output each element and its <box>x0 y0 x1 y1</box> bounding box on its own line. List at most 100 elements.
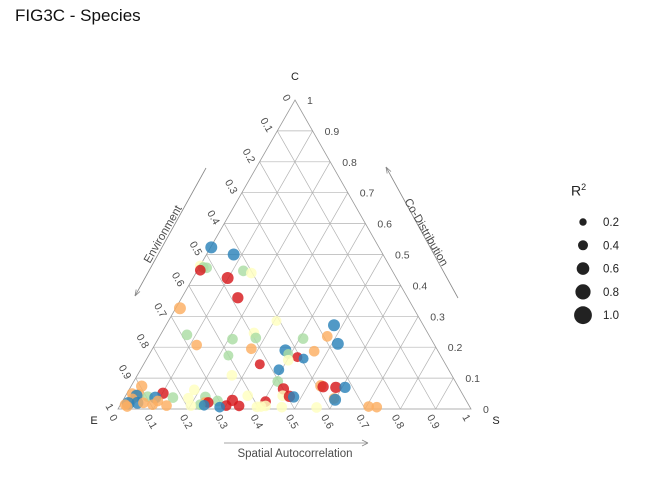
legend-title-base: R <box>571 182 582 199</box>
axis-arrows <box>134 166 459 447</box>
legend-size-label: 0.6 <box>603 264 619 276</box>
legend-size-key <box>578 240 588 251</box>
legend-size-label: 0.8 <box>603 287 619 299</box>
grid-line-e <box>276 130 437 410</box>
tick-label-left: 0 <box>279 92 292 103</box>
data-point <box>232 292 244 304</box>
tick-label-right: 0.6 <box>377 219 392 231</box>
data-point <box>371 401 383 413</box>
data-point <box>328 319 340 332</box>
tick-label-bottom: 0.6 <box>318 413 336 432</box>
data-point <box>339 381 351 394</box>
data-point <box>271 315 282 326</box>
data-point <box>221 272 234 284</box>
data-point <box>273 364 285 376</box>
tick-label-right: 1 <box>307 95 313 107</box>
tick-label-right: 0.5 <box>395 250 410 262</box>
tick-label-bottom: 0.7 <box>354 413 372 432</box>
data-point <box>250 332 262 344</box>
tick-label-left: 1 <box>102 401 115 412</box>
ternary-outline <box>117 99 472 410</box>
data-point <box>194 264 206 276</box>
tick-label-left: 0.5 <box>187 239 205 258</box>
tick-label-right: 0.9 <box>325 126 340 138</box>
legend-size-key <box>579 218 587 226</box>
tick-label-right: 0.2 <box>448 342 463 354</box>
tick-label-bottom: 0 <box>106 413 119 424</box>
data-point <box>233 400 245 412</box>
axis-label-environment: Environment <box>142 203 185 266</box>
data-point <box>254 359 265 370</box>
data-point <box>223 350 234 361</box>
vertex-label-c: C <box>291 71 299 83</box>
data-point <box>317 381 329 393</box>
legend-size-key <box>576 262 590 275</box>
data-point <box>138 397 149 409</box>
data-point <box>191 339 202 351</box>
arrowhead-environment <box>134 289 141 297</box>
arrow-environment <box>134 167 207 297</box>
grid-line-e <box>241 192 366 410</box>
arrowhead-spatial-autocorrelation <box>361 439 369 447</box>
tick-label-bottom: 0.2 <box>177 413 195 432</box>
data-point <box>298 353 309 364</box>
data-point <box>329 393 342 406</box>
data-point <box>331 337 344 350</box>
vertex-label-e: E <box>90 415 97 427</box>
data-point <box>147 399 158 410</box>
triangle-border <box>117 99 472 410</box>
data-point <box>311 402 322 413</box>
data-point <box>297 333 309 344</box>
chart-title: FIG3C - Species <box>15 6 141 25</box>
data-point <box>227 333 238 345</box>
grid-line-e <box>170 316 225 410</box>
legend-size-label: 1.0 <box>603 310 619 322</box>
vertex-label-s: S <box>492 415 499 427</box>
tick-label-right: 0 <box>483 404 489 416</box>
legend-title: R2 <box>571 182 586 199</box>
data-point <box>308 345 320 357</box>
size-legend: 0.2 0.4 0.6 0.8 1.0 <box>574 217 620 325</box>
tick-label-right: 0.3 <box>430 311 445 323</box>
tick-label-left: 0.7 <box>151 301 169 320</box>
tick-label-bottom: 1 <box>459 413 472 424</box>
data-point <box>214 401 225 413</box>
legend-title-superscript: 2 <box>581 182 587 192</box>
data-point <box>198 399 210 411</box>
data-point <box>330 381 342 394</box>
data-points <box>119 241 383 413</box>
tick-label-right: 0.4 <box>413 280 428 292</box>
tick-label-bottom: 0.8 <box>389 413 407 432</box>
data-point <box>161 400 172 411</box>
data-point <box>226 369 238 381</box>
data-point <box>242 390 254 402</box>
grid-line-s <box>223 192 349 410</box>
data-point <box>321 331 333 342</box>
data-point <box>246 343 257 355</box>
grid-line-e <box>153 347 189 410</box>
tick-label-left: 0.1 <box>257 116 275 135</box>
grid-line-s <box>152 130 313 410</box>
tick-label-bottom: 0.4 <box>248 413 266 432</box>
data-point <box>227 248 240 261</box>
data-point <box>136 380 148 392</box>
data-point <box>287 391 300 403</box>
grid-line-s <box>294 254 384 410</box>
legend-size-key <box>574 306 592 325</box>
tick-label-left: 0.8 <box>133 332 151 351</box>
legend-size-label: 0.2 <box>603 217 619 229</box>
grid-line-s <box>364 316 419 410</box>
tick-label-bottom: 0.1 <box>142 413 160 432</box>
tick-label-left: 0.4 <box>204 208 222 227</box>
data-point <box>363 401 374 412</box>
tick-label-bottom: 0.3 <box>212 413 230 432</box>
arrowhead-co-distribution <box>385 166 392 174</box>
tick-label-left: 0.2 <box>240 147 258 166</box>
tick-label-right: 0.8 <box>342 157 357 169</box>
data-point <box>282 354 294 366</box>
data-point <box>260 400 271 412</box>
tick-label-left: 0.3 <box>222 178 240 197</box>
tick-label-left: 0.9 <box>116 363 134 382</box>
data-point <box>167 392 179 403</box>
tick-label-bottom: 0.5 <box>283 413 301 432</box>
